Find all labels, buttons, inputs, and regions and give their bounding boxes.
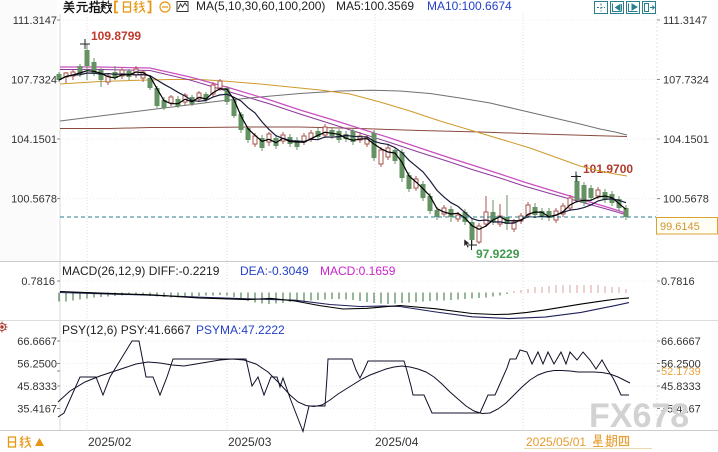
svg-text:45.8333: 45.8333	[661, 381, 701, 393]
svg-text:56.2500: 56.2500	[17, 359, 57, 371]
svg-text:66.6667: 66.6667	[661, 336, 701, 348]
svg-text:109.8799: 109.8799	[91, 29, 141, 43]
svg-text:99.6145: 99.6145	[660, 221, 700, 233]
svg-text:0.7816: 0.7816	[661, 276, 695, 288]
svg-text:MA5:100.3569: MA5:100.3569	[336, 0, 414, 13]
svg-text:2025/04: 2025/04	[375, 435, 419, 449]
svg-text:107.7324: 107.7324	[11, 75, 57, 87]
svg-text:111.3147: 111.3147	[663, 15, 707, 27]
svg-text:104.1501: 104.1501	[11, 134, 57, 146]
svg-text:45.8333: 45.8333	[17, 381, 57, 393]
svg-text:97.9229: 97.9229	[476, 247, 520, 261]
svg-text:MA10:100.6674: MA10:100.6674	[427, 0, 512, 13]
svg-text:PSY(12,6) PSY:41.6667: PSY(12,6) PSY:41.6667	[62, 323, 191, 337]
svg-text:56.2500: 56.2500	[661, 359, 701, 371]
svg-text:2025/05/01: 2025/05/01	[526, 435, 586, 449]
svg-text:35.4167: 35.4167	[17, 404, 57, 416]
svg-text:111.3147: 111.3147	[13, 15, 57, 27]
svg-text:DEA:-0.3049: DEA:-0.3049	[240, 264, 309, 278]
svg-text:MA(5,10,30,60,100,200): MA(5,10,30,60,100,200)	[196, 0, 325, 13]
svg-text:MACD(26,12,9) DIFF:-0.2219: MACD(26,12,9) DIFF:-0.2219	[62, 264, 220, 278]
svg-text:0.7816: 0.7816	[21, 276, 55, 288]
svg-text:2025/03: 2025/03	[228, 435, 272, 449]
svg-text:52.1739: 52.1739	[661, 366, 701, 378]
svg-text:MACD:0.1659: MACD:0.1659	[320, 264, 396, 278]
svg-text:66.6667: 66.6667	[17, 336, 57, 348]
svg-text:2025/02: 2025/02	[88, 435, 132, 449]
svg-text:104.1501: 104.1501	[663, 134, 709, 146]
svg-text:101.9700: 101.9700	[583, 162, 633, 176]
svg-text:100.5678: 100.5678	[663, 194, 709, 206]
svg-text:FX678: FX678	[589, 397, 689, 435]
svg-text:PSYMA:47.2222: PSYMA:47.2222	[196, 323, 285, 337]
svg-text:107.7324: 107.7324	[663, 75, 709, 87]
svg-text:100.5678: 100.5678	[11, 194, 57, 206]
svg-text:35.4167: 35.4167	[661, 404, 701, 416]
